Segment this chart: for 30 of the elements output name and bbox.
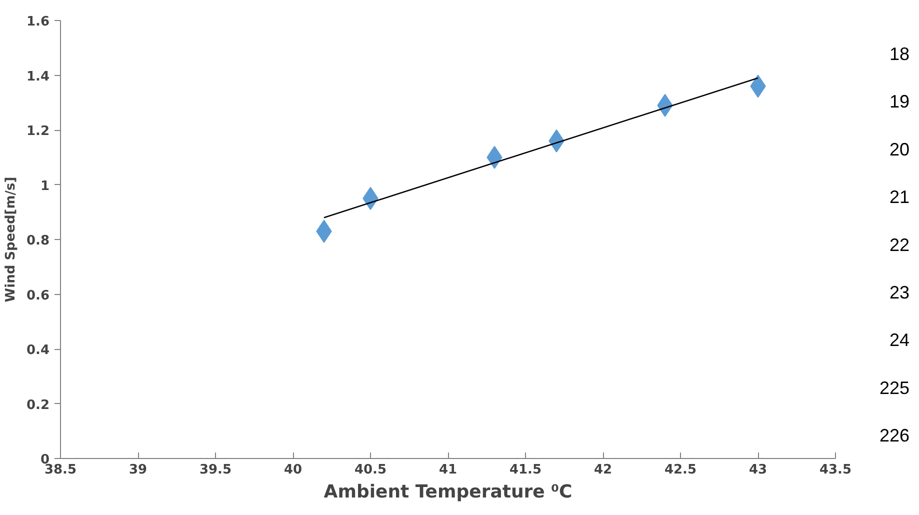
text: 22 [889, 234, 910, 255]
y-tick-label: 0.8 [26, 234, 50, 248]
x-tick-label: 43 [748, 462, 768, 478]
x-tick-label: 39.5 [199, 462, 232, 478]
y-tick-label: 0.2 [26, 398, 50, 413]
text: 225 [879, 378, 910, 398]
x-tick-label: 39 [128, 462, 148, 478]
x-tick-label: 38.5 [44, 462, 77, 478]
text: 24 [889, 330, 910, 350]
text: 20 [889, 139, 910, 160]
x-tick-label: 40 [284, 462, 302, 478]
x-axis-title: Ambient Temperature ⁰C [324, 482, 572, 502]
y-axis-title: Wind Speed[m/s] [3, 176, 18, 302]
x-tick-label: 42 [594, 462, 612, 478]
y-tick-label: 1.2 [26, 124, 50, 139]
x-tick-label: 42.5 [664, 462, 697, 478]
x-tick-label: 40.5 [354, 462, 387, 478]
text: 226 [879, 426, 910, 446]
y-tick-label: 1 [40, 178, 50, 194]
text: 23 [889, 282, 910, 302]
y-tick-label: 0.4 [26, 343, 50, 358]
x-tick-label: 41 [438, 462, 458, 478]
text: 21 [889, 187, 910, 208]
x-tick-label: 41.5 [509, 462, 542, 478]
y-tick-label: 1.4 [26, 69, 50, 84]
text: 19 [889, 92, 910, 112]
y-tick-label: 0.6 [26, 288, 50, 304]
x-tick-label: 43.5 [819, 462, 852, 478]
text: 18 [889, 44, 910, 64]
y-tick-label: 1.6 [26, 14, 50, 30]
